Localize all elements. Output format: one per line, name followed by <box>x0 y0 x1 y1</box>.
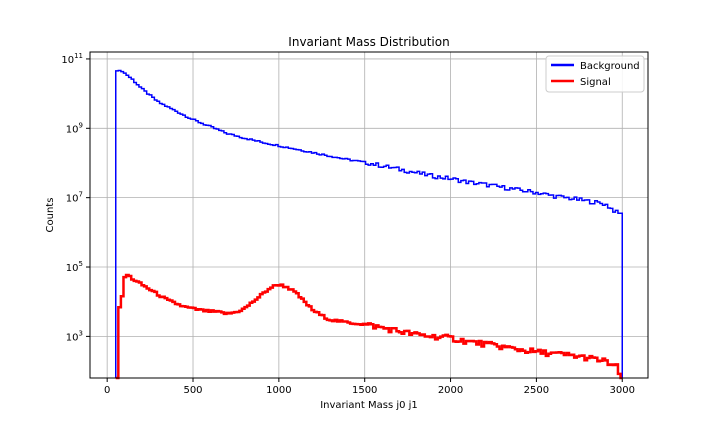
x-tick-label: 500 <box>183 385 202 396</box>
y-tick-label: 1011 <box>61 52 83 66</box>
x-tick-label: 2000 <box>438 385 463 396</box>
y-tick-label: 107 <box>66 191 83 205</box>
series-line-background <box>115 69 623 378</box>
x-tick-label: 2500 <box>524 385 549 396</box>
y-tick-label: 103 <box>66 329 83 343</box>
x-tick-label: 1500 <box>352 385 377 396</box>
legend-label-signal: Signal <box>580 77 611 88</box>
chart-title: Invariant Mass Distribution <box>288 35 449 49</box>
series-line-signal <box>115 273 623 380</box>
plot-frame <box>89 51 649 379</box>
y-axis-label: Counts <box>45 198 56 233</box>
x-tick-label: 3000 <box>610 385 635 396</box>
legend: Background Signal <box>545 55 645 93</box>
grid <box>90 52 648 378</box>
x-axis: 0 500 1000 1500 2000 2500 3000 <box>104 378 635 396</box>
series-group <box>115 69 623 380</box>
x-tick-label: 1000 <box>266 385 291 396</box>
x-tick-label: 0 <box>104 385 110 396</box>
y-tick-label: 105 <box>66 260 83 274</box>
y-tick-label: 109 <box>66 121 83 135</box>
legend-label-background: Background <box>580 61 640 72</box>
y-axis: 103 105 107 109 1011 <box>61 52 90 343</box>
x-axis-label: Invariant Mass j0 j1 <box>320 400 418 411</box>
